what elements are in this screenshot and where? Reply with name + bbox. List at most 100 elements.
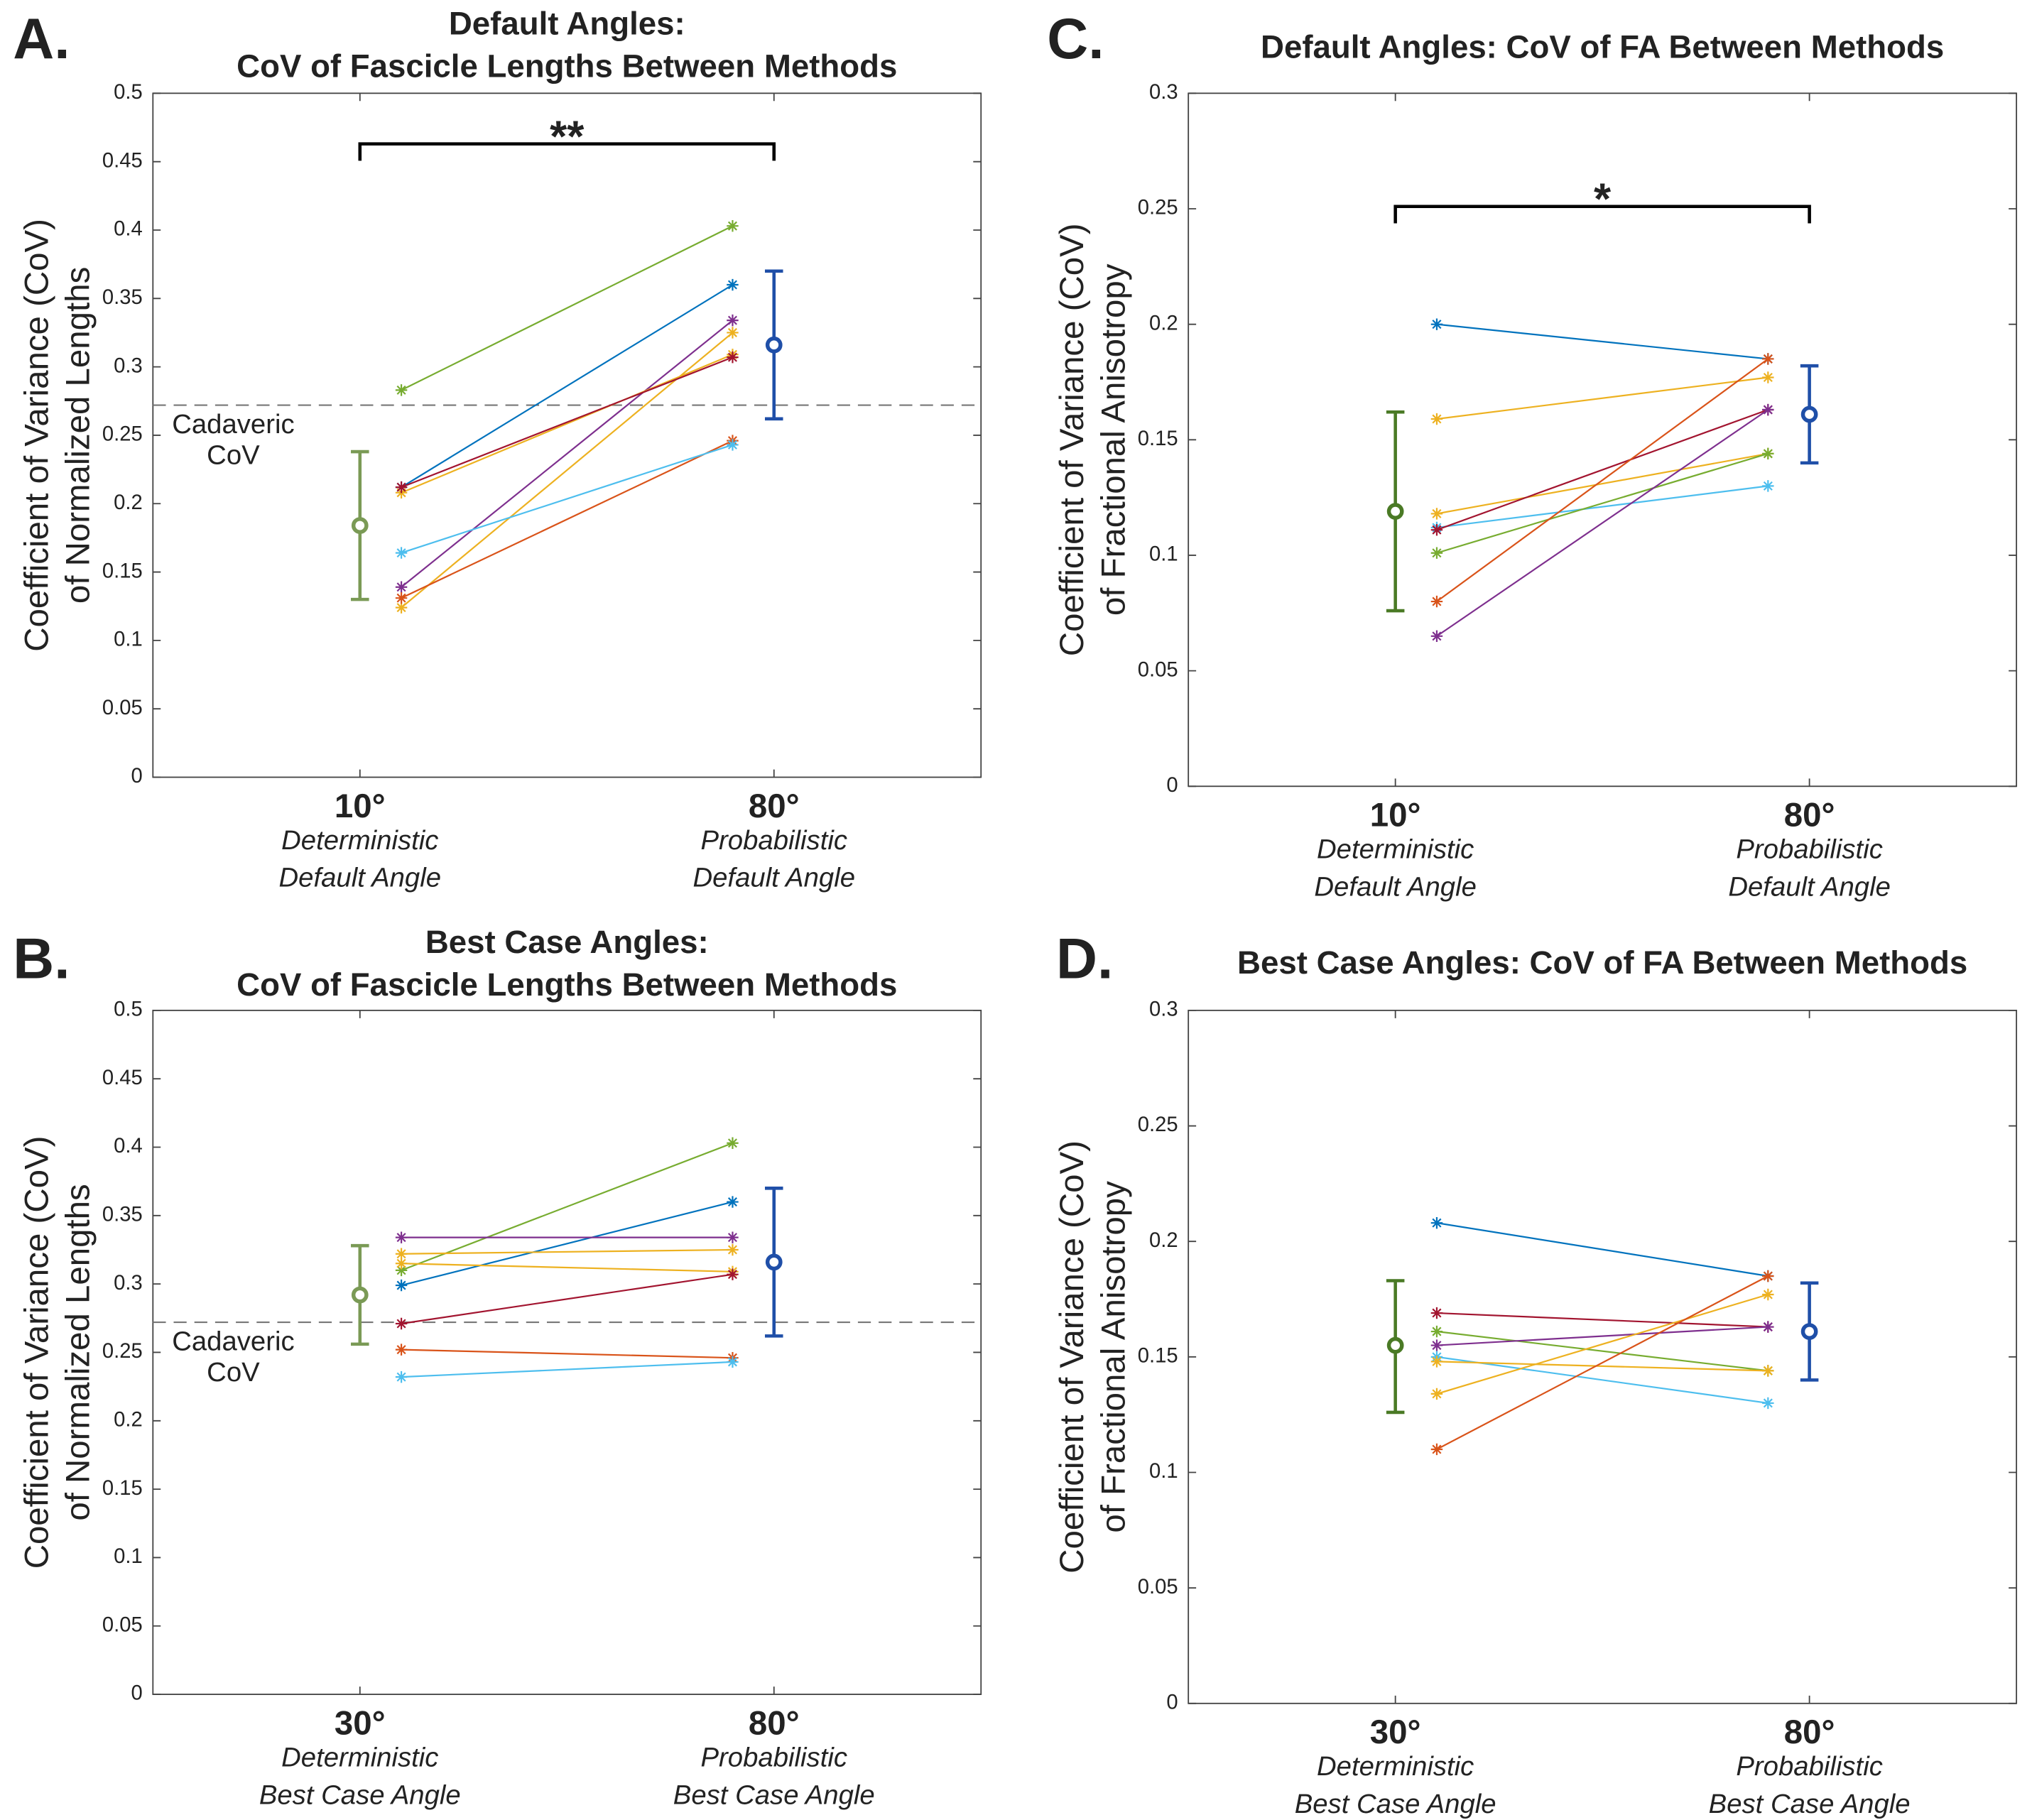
y-tick-label: 0.2 <box>1149 1229 1178 1252</box>
subject-line <box>401 320 734 588</box>
subject-line <box>401 444 733 554</box>
subject-line <box>1436 1275 1769 1450</box>
subject-line <box>401 354 733 494</box>
subject-line <box>401 1348 733 1359</box>
subject-marker <box>1430 1388 1443 1400</box>
mean-marker <box>351 517 369 534</box>
y-tick-label: 0 <box>131 1682 142 1705</box>
subject-marker <box>1430 318 1443 330</box>
subject-marker <box>395 547 408 559</box>
y-tick-label: 0.1 <box>114 628 143 651</box>
y-tick-label: 0.15 <box>102 560 143 582</box>
y-tick-label: 0 <box>1166 1691 1178 1714</box>
y-axis-label: Coefficient of Variance (CoV) <box>18 1136 55 1569</box>
subject-marker <box>727 439 739 451</box>
y-tick-label: 0.05 <box>102 697 143 719</box>
mean-marker <box>765 336 783 354</box>
subject-marker <box>727 1196 739 1208</box>
subject-marker <box>727 314 739 327</box>
subject-marker <box>1430 1356 1443 1368</box>
y-tick-label: 0.25 <box>1138 1113 1178 1136</box>
panel-label: B. <box>13 927 70 991</box>
significance-bracket <box>358 142 776 161</box>
mean-marker <box>1800 405 1818 423</box>
x-tick-sublabel: Deterministic <box>1317 834 1474 865</box>
y-tick-label: 0.3 <box>1149 998 1178 1021</box>
significance-label: * <box>1594 175 1612 224</box>
subject-line <box>1436 408 1769 531</box>
y-axis-label: Coefficient of Variance (CoV) <box>1053 1140 1091 1574</box>
subject-marker <box>1430 1216 1443 1229</box>
subject-line <box>401 1273 733 1325</box>
subject-marker <box>1762 1270 1774 1282</box>
subject-marker <box>1762 1321 1774 1333</box>
y-tick-label: 0.15 <box>1138 427 1178 450</box>
subject-marker <box>395 592 408 604</box>
x-tick-label: 80° <box>749 788 800 825</box>
subject-marker <box>395 1258 408 1270</box>
x-tick-sublabel: Deterministic <box>281 1742 438 1772</box>
subject-line <box>401 356 733 489</box>
subject-marker <box>1430 595 1443 608</box>
subject-line <box>1436 1356 1769 1405</box>
y-tick-label: 0.05 <box>1138 658 1178 681</box>
x-tick-sublabel: Default Angle <box>1728 872 1891 903</box>
subject-marker <box>727 327 739 339</box>
x-tick-label: 10° <box>335 788 386 825</box>
x-tick-label: 80° <box>1784 797 1835 834</box>
mean-marker <box>351 1286 369 1304</box>
subject-marker <box>1762 403 1774 416</box>
panel-label: A. <box>13 7 70 71</box>
subject-marker <box>727 351 739 364</box>
subject-line <box>1436 1312 1769 1328</box>
subject-line <box>1436 409 1769 637</box>
subject-marker <box>727 1356 739 1368</box>
subject-marker <box>1430 547 1443 559</box>
subject-marker <box>1762 371 1774 383</box>
x-tick-label: 10° <box>1370 797 1421 834</box>
subject-line <box>401 440 733 599</box>
chart-title: CoV of Fascicle Lengths Between Methods <box>237 966 897 1003</box>
y-axis-label: Coefficient of Variance (CoV) <box>18 219 55 652</box>
subject-line <box>401 284 734 489</box>
subject-line <box>1436 376 1769 420</box>
y-tick-label: 0.45 <box>102 149 143 172</box>
x-tick-label: 30° <box>1370 1713 1421 1751</box>
subject-marker <box>395 1231 408 1243</box>
y-tick-label: 0.1 <box>114 1545 143 1568</box>
subject-marker <box>1762 447 1774 460</box>
x-tick-sublabel: Probabilistic <box>1736 834 1882 865</box>
y-tick-label: 0 <box>1166 774 1178 797</box>
chart-title: Best Case Angles: <box>425 924 709 960</box>
subject-marker <box>727 1231 739 1243</box>
y-tick-label: 0.2 <box>114 491 143 514</box>
y-tick-label: 0.5 <box>114 81 143 104</box>
subject-marker <box>1430 1443 1443 1456</box>
y-tick-label: 0.35 <box>102 1204 143 1226</box>
significance-label: ** <box>550 113 585 162</box>
subject-marker <box>727 1268 739 1280</box>
subject-marker <box>1430 1325 1443 1338</box>
subject-line <box>401 1142 733 1271</box>
x-tick-label: 30° <box>335 1704 386 1742</box>
mean-marker <box>1386 503 1404 521</box>
subject-marker <box>1430 630 1443 643</box>
y-axis-label: of Fractional Anisotropy <box>1095 263 1133 616</box>
y-tick-label: 0.05 <box>1138 1576 1178 1598</box>
reference-label: CoV <box>207 1357 260 1388</box>
chart-title: Default Angles: <box>449 6 685 42</box>
x-tick-sublabel: Deterministic <box>1317 1751 1474 1782</box>
subject-marker <box>1762 480 1774 492</box>
x-tick-sublabel: Default Angle <box>279 863 442 893</box>
x-tick-sublabel: Deterministic <box>281 825 438 856</box>
reference-label: Cadaveric <box>172 1326 294 1356</box>
y-tick-label: 0.1 <box>1149 1460 1178 1483</box>
mean-marker <box>1386 1336 1404 1354</box>
subject-marker <box>727 1137 739 1149</box>
subject-marker <box>1762 353 1774 365</box>
y-tick-label: 0.3 <box>114 1272 143 1295</box>
chart-title: Default Angles: CoV of FA Between Method… <box>1261 28 1944 65</box>
y-tick-label: 0.2 <box>1149 312 1178 334</box>
chart-title: CoV of Fascicle Lengths Between Methods <box>237 48 897 85</box>
